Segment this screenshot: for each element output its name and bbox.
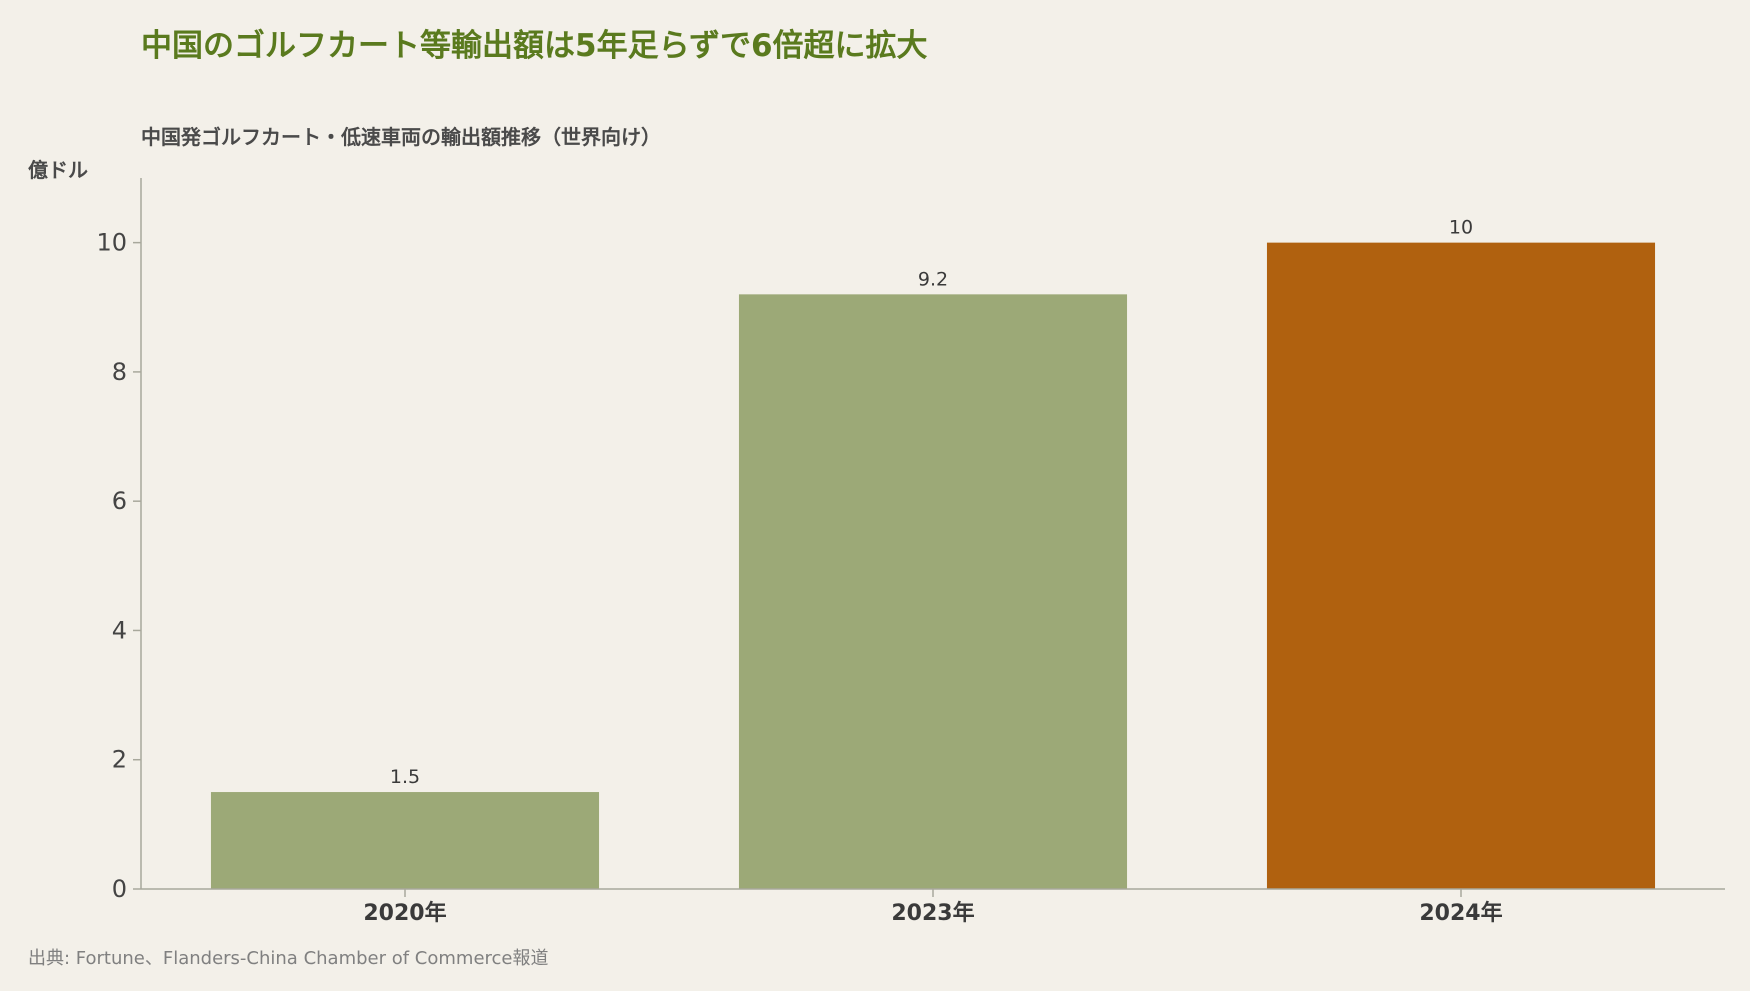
bar [738,294,1128,889]
x-tick-label: 2020年 [363,900,446,926]
y-tick-label: 10 [96,229,127,257]
chart-title: 中国のゴルフカート等輸出額は5年足らずで6倍超に拡大 [141,28,928,64]
data-label: 1.5 [390,766,420,788]
y-tick-label: 0 [112,875,127,903]
y-axis-unit-label: 億ドル [28,158,88,182]
bar [1266,242,1656,890]
data-label: 9.2 [918,268,948,290]
source-note: 出典: Fortune、Flanders-China Chamber of Co… [28,948,549,969]
bars-group: 1.5 9.2 10 [210,217,1656,890]
x-tick-label: 2024年 [1419,900,1502,926]
y-tick-label: 2 [112,746,127,774]
y-tick-label: 6 [112,487,127,515]
y-tick-label: 8 [112,358,127,386]
axes-group: 0 2 4 6 8 10 2020年 2023年 2024年 [96,178,1725,926]
data-label: 10 [1449,217,1473,239]
bar [210,792,600,889]
y-tick-label: 4 [112,616,127,644]
chart-subtitle: 中国発ゴルフカート・低速車両の輸出額推移（世界向け） [141,125,661,149]
x-tick-label: 2023年 [891,900,974,926]
